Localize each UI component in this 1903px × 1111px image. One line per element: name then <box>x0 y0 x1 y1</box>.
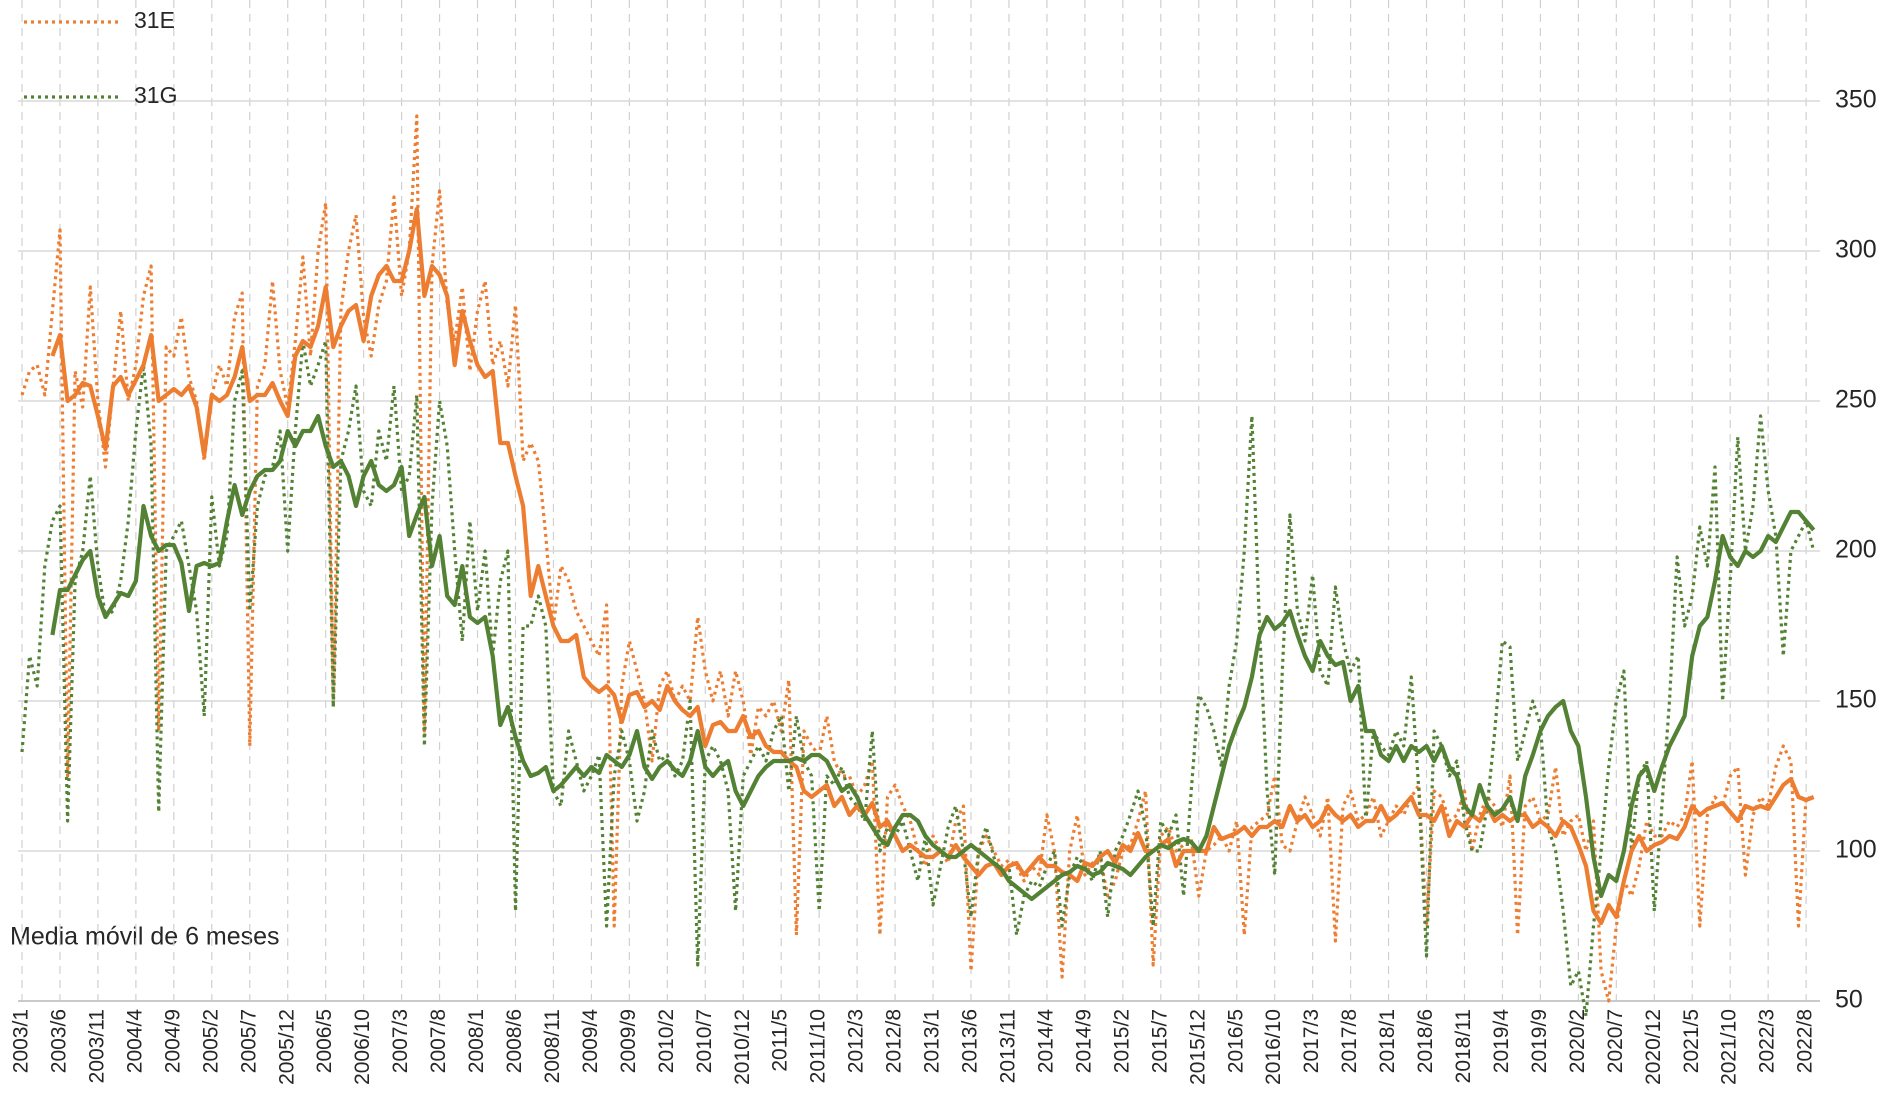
x-tick-label: 2006/10 <box>351 1009 374 1085</box>
legend-label: 31G <box>134 82 177 108</box>
x-tick-label: 2008/11 <box>541 1009 564 1083</box>
x-tick-label: 2009/9 <box>617 1009 640 1073</box>
x-tick-label: 2022/3 <box>1756 1009 1779 1073</box>
x-tick-label: 2016/10 <box>1262 1009 1285 1085</box>
x-tick-label: 2003/11 <box>85 1009 108 1083</box>
x-tick-label: 2011/10 <box>807 1009 830 1083</box>
x-tick-label: 2003/6 <box>48 1009 71 1073</box>
x-tick-label: 2010/7 <box>693 1009 716 1073</box>
x-tick-label: 2022/8 <box>1794 1009 1817 1073</box>
x-tick-label: 2014/4 <box>1034 1009 1057 1074</box>
grid <box>18 0 1820 1002</box>
x-tick-label: 2013/11 <box>997 1009 1020 1083</box>
x-tick-label: 2016/5 <box>1224 1009 1247 1073</box>
x-tick-label: 2021/10 <box>1718 1009 1741 1085</box>
x-tick-label: 2005/12 <box>275 1009 298 1085</box>
x-tick-label: 2003/1 <box>10 1009 33 1073</box>
x-tick-label: 2007/3 <box>389 1009 412 1073</box>
y-tick-label: 200 <box>1835 536 1877 564</box>
x-tick-label: 2019/4 <box>1490 1009 1513 1074</box>
x-tick-label: 2020/7 <box>1604 1009 1627 1073</box>
x-tick-label: 2020/12 <box>1642 1009 1665 1085</box>
y-tick-label: 100 <box>1835 836 1877 864</box>
x-tick-label: 2013/1 <box>921 1009 944 1073</box>
x-tick-label: 2006/5 <box>313 1009 336 1073</box>
x-tick-label: 2010/2 <box>655 1009 678 1073</box>
x-tick-label: 2011/5 <box>769 1009 792 1072</box>
x-tick-label: 2004/9 <box>161 1009 184 1073</box>
x-tick-label: 2008/6 <box>503 1009 526 1073</box>
y-tick-label: 150 <box>1835 686 1877 714</box>
x-tick-label: 2018/6 <box>1414 1009 1437 1073</box>
x-tick-label: 2019/9 <box>1528 1009 1551 1073</box>
x-tick-label: 2017/3 <box>1300 1009 1323 1073</box>
y-tick-label: 300 <box>1835 236 1877 264</box>
x-tick-label: 2015/7 <box>1148 1009 1171 1073</box>
x-tick-label: 2012/3 <box>845 1009 868 1073</box>
x-tick-label: 2015/12 <box>1186 1009 1209 1085</box>
x-tick-label: 2012/8 <box>883 1009 906 1073</box>
x-tick-label: 2020/2 <box>1566 1009 1589 1073</box>
raw-line <box>20 339 1816 1018</box>
y-tick-label: 50 <box>1835 986 1863 1014</box>
legend-label: 31E <box>134 7 175 33</box>
y-tick-label: 350 <box>1835 86 1877 114</box>
x-tick-label: 2013/6 <box>959 1009 982 1073</box>
x-tick-label: 2014/9 <box>1072 1009 1095 1073</box>
moving-average-line <box>50 413 1816 902</box>
x-tick-label: 2007/8 <box>427 1009 450 1073</box>
raw-line <box>20 114 1815 1003</box>
x-tick-label: 2004/4 <box>123 1009 146 1074</box>
x-tick-label: 2008/1 <box>465 1009 488 1073</box>
x-tick-label: 2017/8 <box>1338 1009 1361 1073</box>
x-tick-label: 2015/2 <box>1110 1009 1133 1073</box>
annotation: Media móvil de 6 meses <box>10 923 280 951</box>
x-tick-label: 2018/1 <box>1376 1009 1399 1073</box>
x-tick-label: 2010/12 <box>731 1009 754 1085</box>
y-tick-label: 250 <box>1835 386 1877 414</box>
x-tick-label: 2021/5 <box>1680 1009 1703 1073</box>
x-tick-label: 2005/7 <box>237 1009 260 1073</box>
x-tick-label: 2009/4 <box>579 1009 602 1074</box>
x-tick-label: 2018/11 <box>1452 1009 1475 1083</box>
x-tick-label: 2005/2 <box>199 1009 222 1073</box>
